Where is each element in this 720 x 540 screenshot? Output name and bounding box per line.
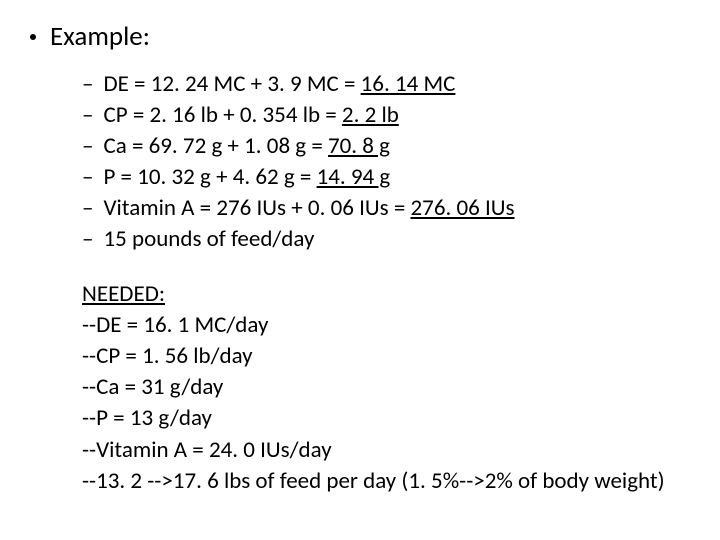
list-item-text: 15 pounds of feed/day [103, 224, 314, 255]
item-prefix: 15 pounds of feed/day [103, 225, 314, 253]
item-prefix: CP = 2. 16 lb + 0. 354 lb = [103, 101, 341, 129]
list-item: – DE = 12. 24 MC + 3. 9 MC = 16. 14 MC [82, 69, 690, 100]
bullet-dot-icon [30, 34, 36, 40]
dash-icon: – [82, 100, 93, 131]
needed-line: --Vitamin A = 24. 0 IUs/day [82, 435, 690, 466]
dash-icon: – [82, 69, 93, 100]
list-item-text: Vitamin A = 276 IUs + 0. 06 IUs = 276. 0… [103, 193, 514, 224]
item-total: 14. 94 g [317, 163, 391, 191]
item-total: 2. 2 lb [342, 101, 399, 129]
list-item-text: Ca = 69. 72 g + 1. 08 g = 70. 8 g [103, 131, 390, 162]
needed-line: --Ca = 31 g/day [82, 372, 690, 403]
needed-line: --P = 13 g/day [82, 403, 690, 434]
needed-line: --CP = 1. 56 lb/day [82, 341, 690, 372]
item-prefix: Vitamin A = 276 IUs + 0. 06 IUs = [103, 194, 410, 222]
item-prefix: DE = 12. 24 MC + 3. 9 MC = [103, 70, 360, 98]
example-label: Example: [50, 20, 150, 53]
dash-icon: – [82, 162, 93, 193]
list-item: – Vitamin A = 276 IUs + 0. 06 IUs = 276.… [82, 193, 690, 224]
list-item: – P = 10. 32 g + 4. 62 g = 14. 94 g [82, 162, 690, 193]
item-total: 276. 06 IUs [411, 194, 515, 222]
list-item-text: P = 10. 32 g + 4. 62 g = 14. 94 g [103, 162, 390, 193]
item-prefix: Ca = 69. 72 g + 1. 08 g = [103, 132, 328, 160]
list-item-text: CP = 2. 16 lb + 0. 354 lb = 2. 2 lb [103, 100, 398, 131]
list-item-text: DE = 12. 24 MC + 3. 9 MC = 16. 14 MC [103, 69, 455, 100]
list-item: – Ca = 69. 72 g + 1. 08 g = 70. 8 g [82, 131, 690, 162]
dash-icon: – [82, 224, 93, 255]
list-item: – 15 pounds of feed/day [82, 224, 690, 255]
list-item: – CP = 2. 16 lb + 0. 354 lb = 2. 2 lb [82, 100, 690, 131]
item-prefix: P = 10. 32 g + 4. 62 g = [103, 163, 316, 191]
example-sub-list: – DE = 12. 24 MC + 3. 9 MC = 16. 14 MC –… [82, 69, 690, 255]
item-total: 70. 8 g [328, 132, 390, 160]
needed-line: --DE = 16. 1 MC/day [82, 310, 690, 341]
dash-icon: – [82, 131, 93, 162]
needed-block: NEEDED: --DE = 16. 1 MC/day --CP = 1. 56… [82, 279, 690, 496]
needed-heading: NEEDED: [82, 279, 690, 310]
dash-icon: – [82, 193, 93, 224]
item-total: 16. 14 MC [361, 70, 456, 98]
example-bullet-row: Example: [30, 20, 690, 53]
needed-line: --13. 2 -->17. 6 lbs of feed per day (1.… [82, 466, 690, 497]
